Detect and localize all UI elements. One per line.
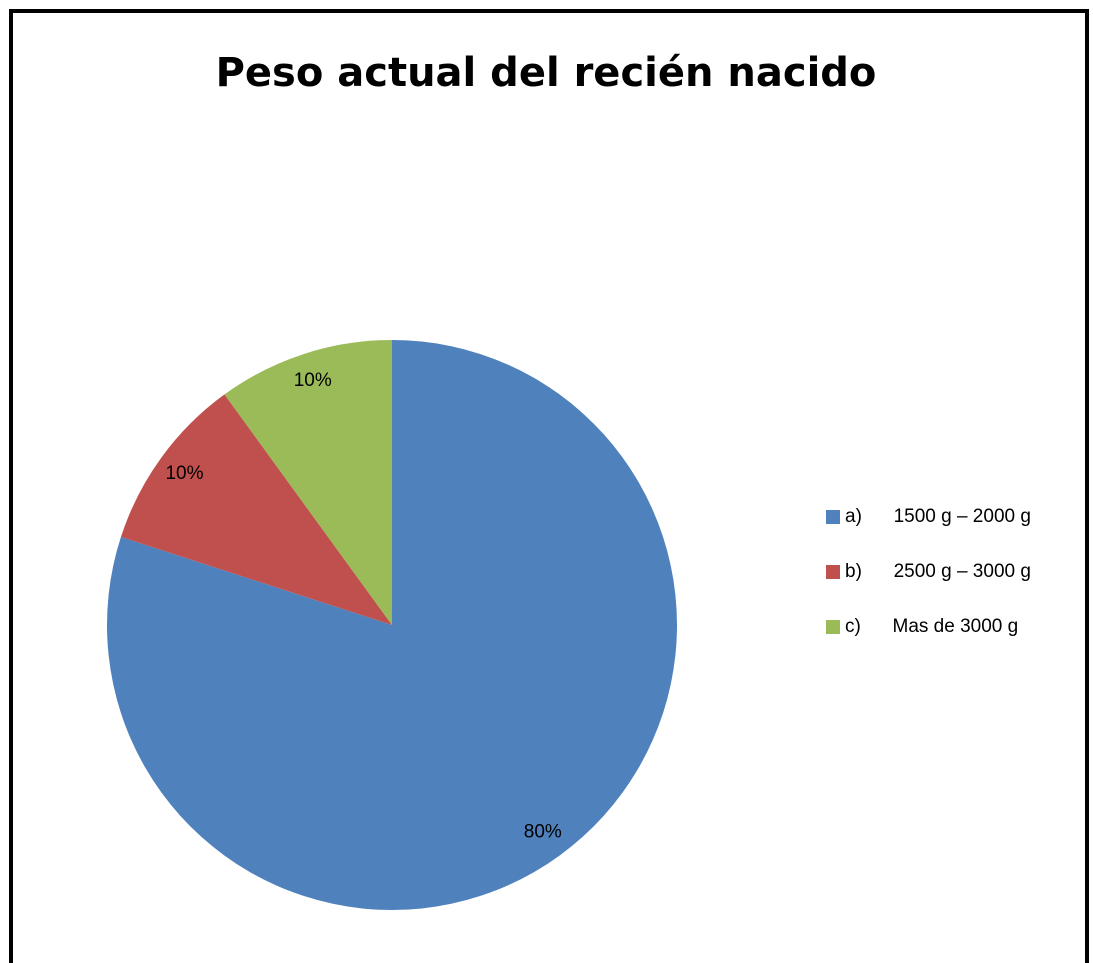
pie-slice xyxy=(120,394,393,625)
data-label: 10% xyxy=(165,463,203,484)
chart-title: Peso actual del recién nacido xyxy=(216,50,877,96)
legend-swatch xyxy=(826,620,840,634)
pie-slice xyxy=(224,340,392,625)
legend-swatch xyxy=(826,565,840,579)
legend-label: b) 2500 g – 3000 g xyxy=(845,561,1031,582)
data-label: 80% xyxy=(524,822,562,843)
legend-swatch xyxy=(826,510,840,524)
legend-label: c) Mas de 3000 g xyxy=(845,616,1018,637)
legend-label: a) 1500 g – 2000 g xyxy=(845,506,1031,527)
data-label: 10% xyxy=(294,370,332,391)
